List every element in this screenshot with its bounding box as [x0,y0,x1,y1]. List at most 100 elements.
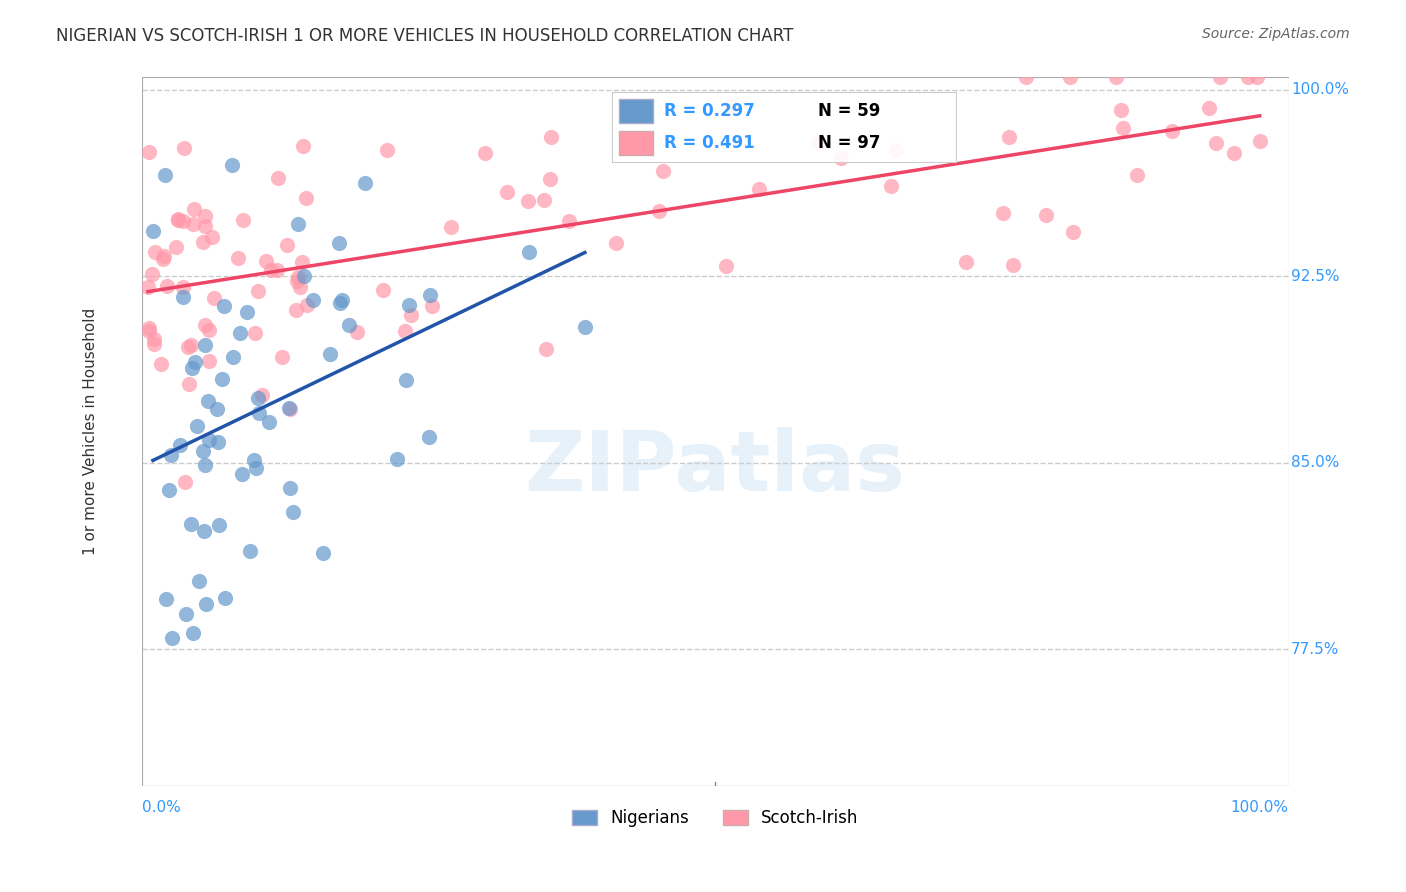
Scotch-Irish [714,260,737,274]
Scotch-Irish [276,238,298,252]
Nigerians [159,483,181,497]
Scotch-Irish [1246,70,1268,85]
Nigerians [239,544,262,558]
Nigerians [212,300,235,314]
Scotch-Irish [194,219,217,233]
Scotch-Irish [748,181,770,195]
Scotch-Irish [141,267,163,281]
Scotch-Irish [297,298,319,312]
Scotch-Irish [176,340,198,354]
Scotch-Irish [558,213,581,227]
Scotch-Irish [346,325,368,339]
Nigerians [328,235,350,250]
Nigerians [229,326,252,341]
Nigerians [287,217,309,231]
Scotch-Irish [165,240,187,254]
Scotch-Irish [394,324,416,338]
Nigerians [281,504,304,518]
Nigerians [385,451,408,466]
Scotch-Irish [183,202,205,216]
Text: 85.0%: 85.0% [1291,455,1340,470]
Scotch-Irish [1209,70,1232,85]
Scotch-Irish [1105,70,1128,85]
Nigerians [222,350,245,364]
Scotch-Irish [1015,70,1038,85]
Nigerians [277,401,299,415]
Scotch-Irish [1205,136,1227,150]
Scotch-Irish [232,213,254,227]
Scotch-Irish [226,251,249,265]
Scotch-Irish [194,318,217,332]
Scotch-Irish [439,220,461,235]
Scotch-Irish [153,249,176,263]
Scotch-Irish [167,212,190,227]
Nigerians [186,418,208,433]
Scotch-Irish [651,163,673,178]
Scotch-Irish [201,230,224,244]
Scotch-Irish [287,269,309,284]
Nigerians [211,372,233,386]
Nigerians [354,176,377,190]
Legend: Nigerians, Scotch-Irish: Nigerians, Scotch-Irish [565,803,865,834]
Scotch-Irish [278,401,301,416]
Scotch-Irish [880,178,903,193]
Nigerians [247,391,270,405]
Scotch-Irish [138,145,160,159]
Scotch-Irish [198,354,221,368]
Nigerians [180,517,202,532]
Scotch-Irish [1249,134,1271,148]
Nigerians [214,591,236,606]
Nigerians [329,296,352,310]
Nigerians [398,298,420,312]
Nigerians [181,360,204,375]
Scotch-Irish [290,279,312,293]
Scotch-Irish [181,217,204,231]
Nigerians [312,545,335,559]
Nigerians [419,287,441,301]
Scotch-Irish [285,302,308,317]
Text: 77.5%: 77.5% [1291,641,1340,657]
Scotch-Irish [1109,103,1132,118]
Scotch-Irish [202,291,225,305]
Scotch-Irish [399,309,422,323]
Scotch-Irish [1062,225,1084,239]
Scotch-Irish [533,193,555,207]
Scotch-Irish [166,211,188,226]
Nigerians [245,460,267,475]
Nigerians [197,433,219,447]
Scotch-Irish [156,279,179,293]
Nigerians [292,269,315,284]
Scotch-Irish [177,376,200,391]
Nigerians [235,304,257,318]
Scotch-Irish [243,326,266,340]
Nigerians [194,458,217,473]
Nigerians [247,406,270,420]
Nigerians [197,394,219,409]
Scotch-Irish [149,357,172,371]
Scotch-Irish [246,284,269,298]
Nigerians [318,347,340,361]
Scotch-Irish [420,299,443,313]
Scotch-Irish [172,280,194,294]
Nigerians [160,632,183,646]
Scotch-Irish [267,170,290,185]
Scotch-Irish [1035,208,1057,222]
Nigerians [208,517,231,532]
Nigerians [574,319,596,334]
Nigerians [174,607,197,622]
Scotch-Irish [648,203,671,218]
Nigerians [193,444,215,458]
Scotch-Irish [830,151,852,165]
Scotch-Irish [180,338,202,352]
Scotch-Irish [373,283,395,297]
Scotch-Irish [1223,146,1246,161]
Nigerians [195,597,218,611]
Nigerians [257,415,280,429]
Scotch-Irish [375,144,398,158]
Scotch-Irish [291,255,314,269]
Nigerians [160,448,183,462]
Nigerians [243,453,266,467]
Scotch-Irish [152,252,174,267]
Scotch-Irish [250,388,273,402]
Text: ZIPatlas: ZIPatlas [524,426,905,508]
